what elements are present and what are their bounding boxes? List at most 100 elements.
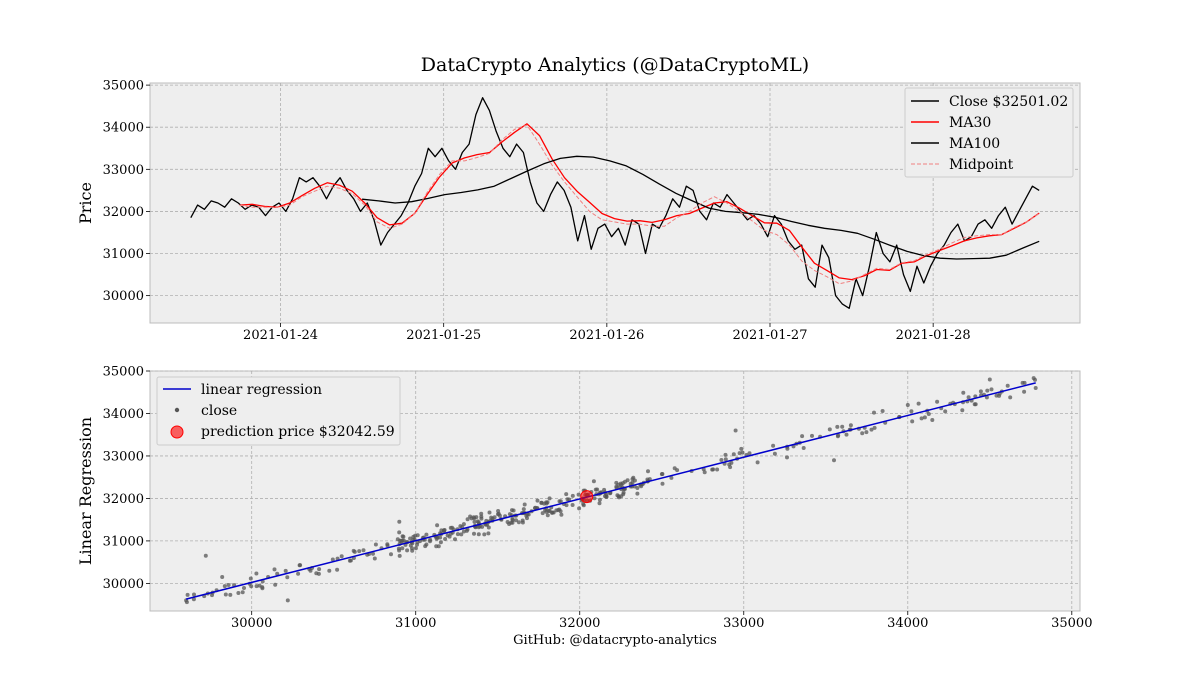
regression-x-tick-label: 30000 [231, 616, 272, 631]
price-x-tick-label: 2021-01-25 [406, 328, 481, 343]
scatter-point [989, 387, 994, 392]
scatter-point [505, 520, 510, 524]
scatter-point [496, 509, 501, 513]
scatter-point [497, 513, 502, 518]
scatter-point [285, 575, 290, 580]
prediction-point-group [580, 490, 594, 504]
scatter-point [228, 592, 233, 597]
scatter-point [592, 496, 597, 501]
scatter-point [755, 460, 760, 465]
scatter-point [317, 567, 322, 572]
regression-x-tick-label: 31000 [395, 616, 436, 631]
scatter-point [772, 451, 777, 456]
scatter-point [840, 424, 845, 429]
scatter-point [872, 410, 876, 415]
scatter-point [465, 517, 470, 522]
scatter-point [545, 513, 550, 518]
scatter-point [330, 557, 335, 562]
scatter-point [472, 519, 477, 524]
scatter-point [616, 482, 621, 487]
scatter-point [733, 428, 738, 433]
regression-y-ticks: 30000 31000 32000 33000 34000 35000 [103, 365, 150, 592]
scatter-point [203, 553, 208, 558]
scatter-point [669, 475, 674, 480]
scatter-point [435, 523, 440, 528]
scatter-point [408, 536, 413, 541]
scatter-point [400, 534, 405, 539]
scatter-point [1033, 377, 1037, 382]
scatter-point [966, 395, 971, 400]
scatter-point [455, 532, 460, 537]
scatter-point [489, 515, 494, 520]
scatter-point [507, 512, 512, 517]
price-y-tick-label: 33000 [103, 163, 144, 178]
scatter-point [443, 537, 448, 541]
scatter-point [296, 571, 301, 576]
scatter-point [397, 553, 402, 558]
scatter-point [785, 455, 789, 460]
footer-credit: GitHub: @datacrypto-analytics [513, 633, 717, 648]
scatter-point [428, 537, 433, 542]
scatter-point [476, 520, 481, 525]
scatter-point [719, 458, 724, 462]
regression-y-axis-label: Linear Regression [76, 417, 95, 565]
price-series-ma100 [362, 155, 1040, 260]
figure-title: DataCrypto Analytics (@DataCryptoML) [420, 54, 810, 76]
regression-legend: linear regression close prediction price $… [156, 376, 401, 446]
scatter-point [486, 525, 491, 530]
scatter-point [226, 583, 231, 587]
scatter-point [997, 393, 1002, 398]
scatter-point [547, 496, 552, 501]
price-legend-label: MA100 [949, 136, 1000, 152]
scatter-point [960, 408, 965, 413]
scatter-point [646, 469, 650, 474]
scatter-point [835, 424, 840, 429]
scatter-point [935, 399, 940, 404]
scatter-point [522, 502, 527, 507]
scatter-point [453, 537, 457, 542]
scatter-point [909, 409, 914, 414]
price-series-ma30 [239, 123, 1040, 281]
scatter-point [905, 403, 910, 407]
scatter-point [447, 534, 452, 539]
scatter-point [771, 443, 776, 448]
scatter-point [810, 433, 814, 438]
scatter-point [565, 497, 570, 502]
scatter-point [185, 592, 190, 597]
scatter-point [240, 590, 245, 595]
scatter-point [220, 575, 225, 579]
scatter-point [397, 519, 402, 524]
scatter-point [479, 514, 484, 519]
scatter-point [872, 425, 877, 430]
scatter-point [591, 479, 596, 484]
scatter-point [210, 593, 214, 598]
scatter-point [275, 571, 280, 576]
scatter-point [373, 542, 378, 547]
price-y-axis-label: Price [76, 182, 95, 224]
price-y-tick-label: 35000 [103, 79, 144, 94]
scatter-point [972, 402, 977, 407]
price-y-tick-label: 32000 [103, 205, 144, 220]
scatter-point [635, 486, 640, 490]
price-y-ticks: 30000 31000 32000 33000 34000 35000 [103, 79, 150, 304]
scatter-point [192, 592, 196, 597]
scatter-point [737, 451, 742, 456]
scatter-point [564, 503, 569, 508]
scatter-point [476, 532, 481, 537]
scatter-point [347, 558, 352, 563]
scatter-point [389, 552, 393, 557]
scatter-point [984, 395, 989, 400]
scatter-point [434, 544, 439, 549]
scatter-point [597, 497, 602, 502]
scatter-point [424, 532, 429, 537]
scatter-point [254, 584, 259, 589]
scatter-point [570, 503, 575, 507]
scatter-point [521, 507, 526, 512]
scatter-point [405, 548, 410, 553]
scatter-point [514, 518, 518, 523]
scatter-point [472, 531, 476, 536]
scatter-point [961, 390, 966, 395]
scatter-point [597, 501, 602, 506]
scatter-point [672, 466, 677, 471]
regression-y-tick-label: 34000 [103, 407, 144, 422]
